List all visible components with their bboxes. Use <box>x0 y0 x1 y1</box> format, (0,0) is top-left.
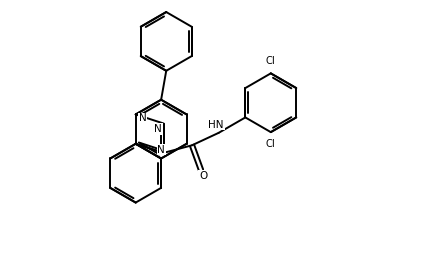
Text: O: O <box>199 171 207 181</box>
Text: N: N <box>154 124 162 134</box>
Text: N: N <box>139 113 146 123</box>
Text: N: N <box>157 145 165 155</box>
Text: Cl: Cl <box>266 139 276 149</box>
Text: Cl: Cl <box>266 56 276 66</box>
Text: HN: HN <box>208 119 224 130</box>
